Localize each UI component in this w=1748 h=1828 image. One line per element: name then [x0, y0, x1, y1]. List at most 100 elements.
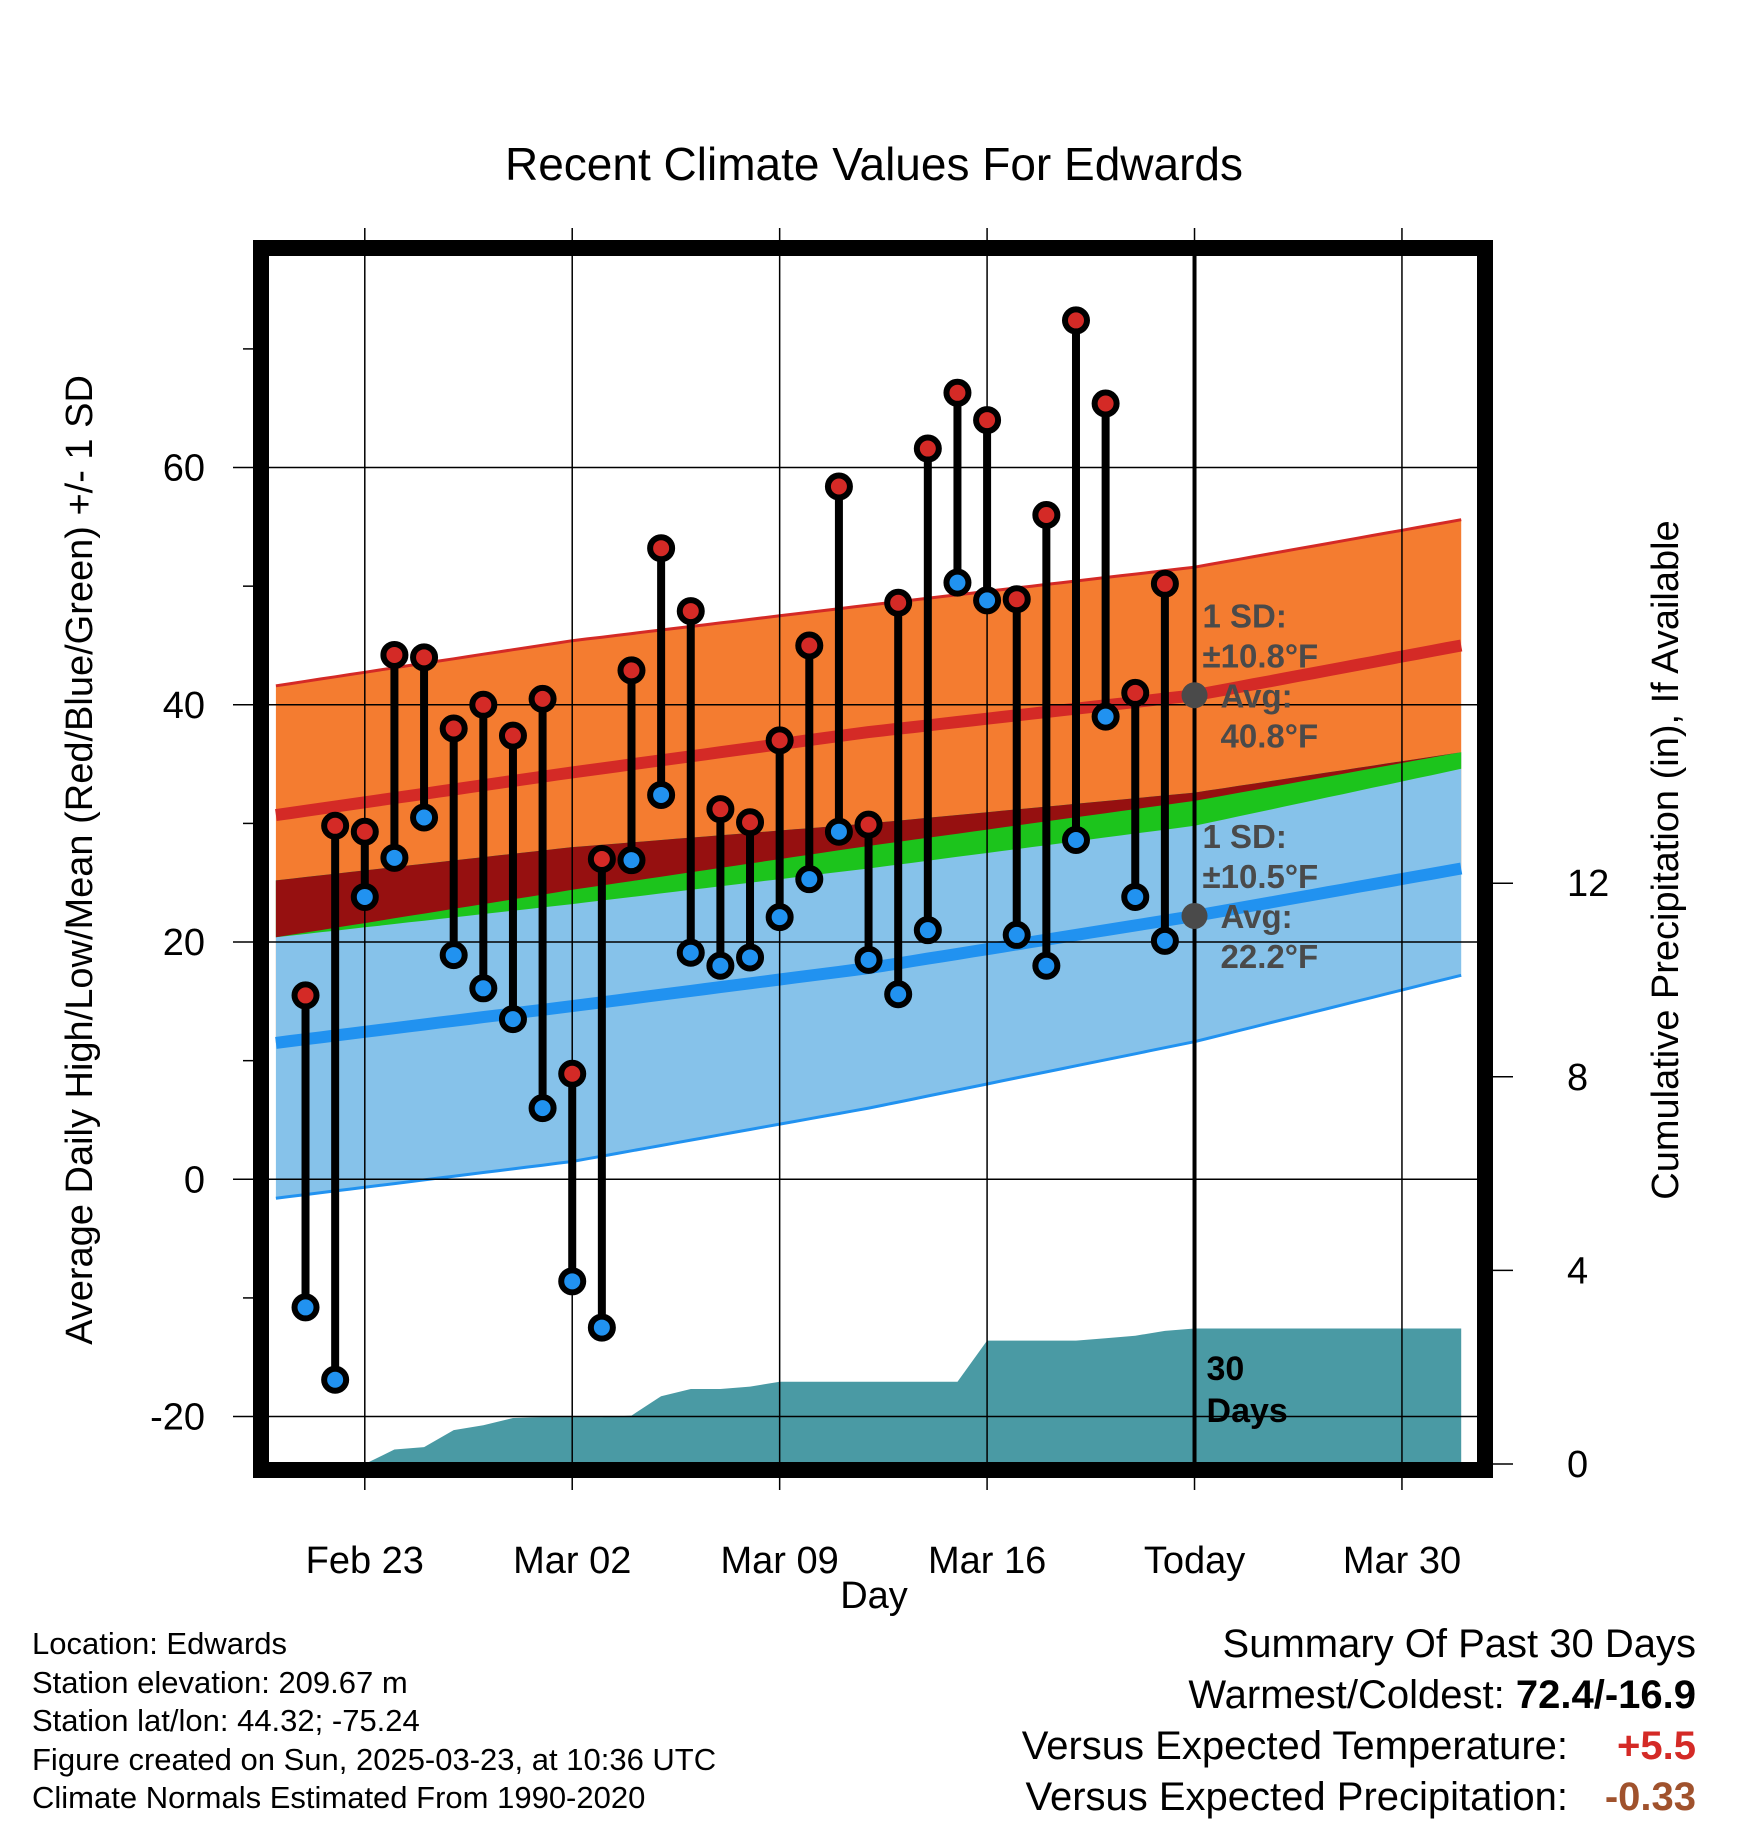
- high-point: [380, 640, 409, 669]
- low-point: [824, 817, 853, 846]
- window-label-number: 30: [1207, 1350, 1245, 1388]
- normals-text: Climate Normals Estimated From 1990-2020: [32, 1780, 646, 1815]
- low-point: [291, 1293, 320, 1322]
- low-avg-value: 22.2°F: [1221, 938, 1319, 975]
- low-point: [706, 951, 735, 980]
- location-text: Location: Edwards: [32, 1626, 288, 1661]
- y2-tick-label: 4: [1567, 1250, 1588, 1292]
- y-tick-label: -20: [150, 1397, 205, 1439]
- low-point: [617, 846, 646, 875]
- high-point: [795, 631, 824, 660]
- low-sd-label: 1 SD:: [1203, 818, 1287, 855]
- y2-tick-label: 8: [1567, 1057, 1588, 1099]
- high-avg-value: 40.8°F: [1221, 717, 1319, 754]
- high-avg-label: Avg:: [1221, 677, 1293, 714]
- high-point: [410, 643, 439, 672]
- low-point: [854, 945, 883, 974]
- latlon-text: Station lat/lon: 44.32; -75.24: [32, 1703, 420, 1738]
- low-point: [765, 903, 794, 932]
- y-tick-label: 20: [163, 922, 205, 964]
- high-point: [824, 472, 853, 501]
- x-tick-label: Mar 30: [1343, 1540, 1461, 1582]
- x-tick-label: Mar 09: [721, 1540, 839, 1582]
- plot-frame: [253, 240, 1493, 1478]
- warmest-coldest-value: 72.4/-16.9: [1515, 1673, 1696, 1717]
- low-point: [973, 586, 1002, 615]
- high-point: [1091, 389, 1120, 418]
- low-point: [439, 941, 468, 970]
- high-point: [291, 981, 320, 1010]
- low-point: [350, 882, 379, 911]
- y-tick-label: 0: [184, 1159, 205, 1201]
- high-point: [884, 588, 913, 617]
- high-point: [469, 690, 498, 719]
- temp-departure-row: Versus Expected Temperature: +5.5: [1022, 1721, 1696, 1772]
- high-point: [706, 795, 735, 824]
- low-point: [498, 1005, 527, 1034]
- x-tick-label: Today: [1144, 1540, 1245, 1582]
- high-point: [765, 726, 794, 755]
- x-axis-label: Day: [840, 1575, 908, 1617]
- high-point: [1150, 569, 1179, 598]
- low-point: [528, 1094, 557, 1123]
- y-axis-label: Average Daily High/Low/Mean (Red/Blue/Gr…: [59, 375, 101, 1345]
- high-point: [973, 406, 1002, 435]
- x-tick-label: Feb 23: [306, 1540, 424, 1582]
- chart-title: Recent Climate Values For Edwards: [505, 138, 1243, 190]
- high-average-line: [275, 639, 1463, 822]
- low-point: [558, 1267, 587, 1296]
- warmest-coldest-row: Warmest/Coldest: 72.4/-16.9: [1022, 1670, 1696, 1721]
- low-point: [587, 1313, 616, 1342]
- y2-axis-label: Cumulative Precipitation (in), If Availa…: [1645, 520, 1687, 1199]
- precip-departure-value: -0.33: [1604, 1775, 1696, 1819]
- low-point: [647, 780, 676, 809]
- climate-chart: Recent Climate Values For Edwards 30 Days…: [59, 138, 1687, 1617]
- high-point: [617, 656, 646, 685]
- station-info: Location: Edwards Station elevation: 209…: [32, 1625, 716, 1818]
- summary-title: Summary Of Past 30 Days: [1222, 1622, 1696, 1666]
- low-point: [469, 974, 498, 1003]
- low-point: [913, 916, 942, 945]
- low-avg-label: Avg:: [1221, 898, 1293, 935]
- x-tick-label: Mar 16: [928, 1540, 1046, 1582]
- low-point: [943, 568, 972, 597]
- low-point: [1032, 951, 1061, 980]
- today-high-avg-marker: [1181, 682, 1208, 709]
- high-point: [1061, 306, 1090, 335]
- high-point: [350, 817, 379, 846]
- high-point: [913, 434, 942, 463]
- low-point: [410, 803, 439, 832]
- low-point: [1061, 826, 1090, 855]
- low-point: [380, 843, 409, 872]
- low-lower-line: [275, 973, 1462, 1200]
- high-sd-label: 1 SD:: [1203, 597, 1287, 634]
- low-point: [1091, 702, 1120, 731]
- low-point: [736, 943, 765, 972]
- high-point: [558, 1059, 587, 1088]
- high-point: [439, 714, 468, 743]
- warmest-coldest-label: Warmest/Coldest:: [1188, 1673, 1516, 1717]
- low-point: [1002, 920, 1031, 949]
- x-tick-label: Mar 02: [513, 1540, 631, 1582]
- low-point: [321, 1365, 350, 1394]
- low-point: [1150, 926, 1179, 955]
- y-tick-label: 40: [163, 685, 205, 727]
- low-sd-value: ±10.5°F: [1203, 858, 1319, 895]
- temp-departure-value: +5.5: [1617, 1724, 1696, 1768]
- high-point: [1002, 585, 1031, 614]
- elevation-text: Station elevation: 209.67 m: [32, 1664, 408, 1700]
- high-sd-value: ±10.8°F: [1203, 637, 1319, 674]
- high-point: [647, 534, 676, 563]
- precip-departure-label: Versus Expected Precipitation:: [1025, 1775, 1568, 1819]
- precip-departure-row: Versus Expected Precipitation: -0.33: [1022, 1772, 1696, 1823]
- high-point: [854, 810, 883, 839]
- high-point: [321, 811, 350, 840]
- today-layer: 30 Days: [1181, 254, 1288, 1464]
- high-point: [528, 684, 557, 713]
- high-upper-line: [275, 518, 1462, 688]
- today-low-avg-marker: [1181, 902, 1208, 929]
- summary-panel: Summary Of Past 30 Days Warmest/Coldest:…: [1022, 1619, 1696, 1823]
- high-point: [676, 597, 705, 626]
